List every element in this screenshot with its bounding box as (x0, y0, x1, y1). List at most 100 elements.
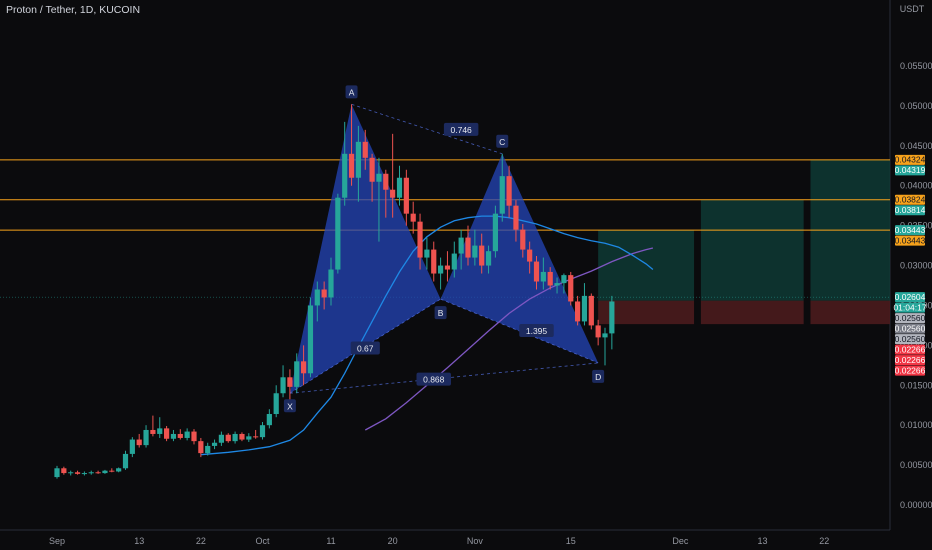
candle (328, 257, 334, 306)
candle-body (451, 253, 457, 270)
price-tag-bg (895, 165, 925, 176)
price-tag-text: 0.02266 (895, 355, 926, 365)
currency-label: USDT (900, 4, 925, 14)
candle-body (54, 468, 60, 478)
price-tag: 0.03824 (895, 195, 926, 205)
candle (95, 470, 101, 474)
price-tag-bg (895, 302, 925, 313)
candle-body (581, 295, 588, 322)
price-tag-text: 0.02560 (895, 334, 926, 344)
y-tick-label: 0.01500 (900, 380, 932, 390)
candle (485, 245, 492, 274)
pattern-point-label: X (287, 401, 293, 411)
candle (424, 237, 430, 270)
x-tick-label: Dec (672, 536, 689, 546)
candle (458, 229, 464, 270)
pattern-ratio-label: 0.868 (416, 372, 451, 386)
pattern-point-label: A (349, 87, 355, 97)
candle-body (410, 213, 416, 222)
candle (150, 415, 156, 437)
ma-fast-line (200, 215, 654, 456)
candle-body (61, 468, 67, 474)
candle-body (116, 468, 122, 472)
candle (246, 433, 252, 442)
candle (232, 431, 238, 444)
candle-body (561, 275, 567, 284)
candle (287, 369, 293, 402)
candle-body (95, 472, 101, 474)
price-tag-text: 0.02560 (895, 323, 926, 333)
candle-body (218, 434, 224, 443)
candle-body (609, 301, 615, 334)
candle (431, 241, 437, 282)
candle (403, 169, 409, 226)
price-tag: 0.03443 (895, 235, 926, 246)
candle-body (287, 377, 293, 387)
pattern-point-x: X (283, 399, 296, 413)
candle (294, 353, 300, 394)
candle-body (554, 283, 560, 286)
candle (520, 224, 526, 258)
candle (218, 431, 224, 446)
candle-body (259, 425, 266, 438)
x-tick-label: 20 (388, 536, 398, 546)
candle (444, 251, 451, 282)
price-tag-bg (895, 323, 925, 334)
price-tag-bg (895, 292, 925, 303)
candle (170, 429, 177, 442)
x-tick-label: Sep (49, 536, 65, 546)
x-tick-label: 11 (326, 536, 335, 546)
candle (266, 409, 272, 429)
candle (438, 257, 444, 290)
candle-body (403, 177, 409, 214)
y-tick-label: 0.03000 (900, 261, 932, 271)
price-tag-bg (895, 205, 925, 216)
price-tag: 0.02560 (895, 323, 926, 334)
candle-body (533, 261, 540, 282)
candle (239, 432, 245, 442)
candle (376, 157, 382, 242)
candle (225, 433, 231, 443)
candle (109, 468, 115, 473)
candle-body (595, 325, 601, 338)
candle (499, 153, 505, 222)
price-tag-bg (895, 313, 925, 324)
candle (191, 429, 197, 445)
pattern-point-badge (345, 85, 358, 99)
stop-zone-2 (700, 300, 804, 325)
candle-body (355, 141, 361, 178)
price-tag-text: 0.03443 (895, 225, 926, 235)
candle-body (506, 176, 512, 206)
candle (513, 200, 519, 242)
candle (321, 281, 327, 310)
candle (396, 165, 403, 206)
pattern-point-badge (434, 306, 447, 320)
price-tag-text: 0.02560 (895, 313, 926, 323)
candle (335, 193, 341, 274)
candle-body (198, 441, 204, 454)
price-tag-text: 0.03814 (895, 205, 926, 215)
pattern-ratio-label: 0.746 (443, 122, 479, 136)
candle-body (396, 177, 403, 198)
ratio-text: 0.868 (423, 375, 445, 385)
price-tag-text: 0.04324 (895, 155, 926, 165)
candle-body (458, 237, 464, 254)
candle (307, 297, 314, 378)
y-tick-label: 0.04000 (900, 181, 932, 191)
pattern-triangle-xab (289, 104, 441, 394)
candle (547, 267, 553, 290)
candle (177, 429, 183, 440)
x-tick-label: 15 (566, 536, 576, 546)
candle-body (102, 470, 108, 474)
candle-body (184, 431, 190, 438)
price-axis-panel (890, 0, 932, 550)
pattern-point-b: B (434, 306, 447, 320)
candle (164, 425, 170, 442)
x-tick-label: 13 (758, 536, 768, 546)
candle-body (157, 428, 163, 434)
candle (273, 385, 279, 418)
candle (314, 281, 320, 322)
candle (355, 125, 361, 202)
price-tag-text: 0.02604 (895, 292, 926, 302)
